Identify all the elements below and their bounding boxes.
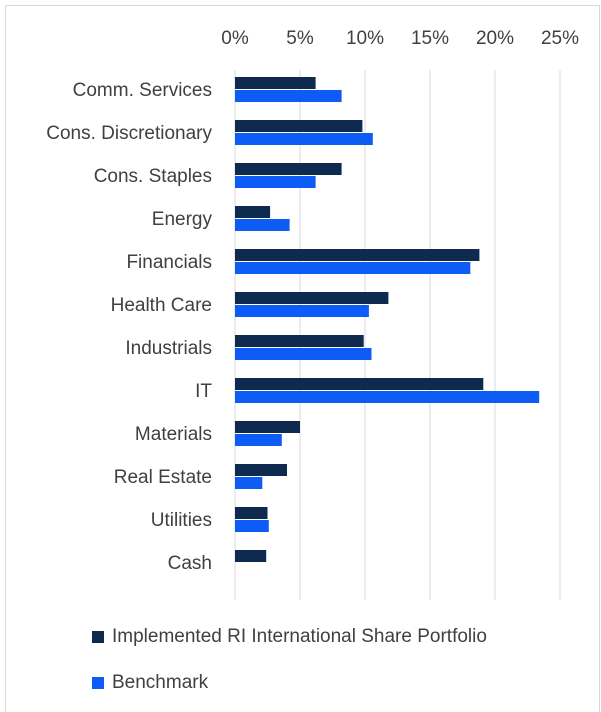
bar (235, 550, 267, 562)
bar (235, 249, 480, 261)
legend-swatch (92, 677, 104, 689)
bar (235, 335, 364, 347)
y-tick-label: Health Care (111, 295, 212, 316)
bar (235, 348, 372, 360)
bar (235, 421, 300, 433)
y-tick-label: Real Estate (114, 467, 212, 488)
legend-label: Implemented RI International Share Portf… (112, 626, 487, 647)
x-tick-label: 0% (221, 28, 249, 49)
bar (235, 464, 287, 476)
y-tick-label: Materials (135, 424, 212, 445)
bar (235, 292, 389, 304)
bar (235, 133, 373, 145)
y-tick-label: Cons. Discretionary (46, 123, 212, 144)
y-tick-label: Financials (126, 252, 212, 273)
bar (235, 77, 316, 89)
y-tick-label: Comm. Services (73, 80, 212, 101)
x-tick-label: 20% (476, 28, 514, 49)
x-tick-label: 25% (541, 28, 579, 49)
x-tick-label: 5% (286, 28, 314, 49)
bar (235, 262, 471, 274)
bar (235, 391, 540, 403)
x-tick-label: 10% (346, 28, 384, 49)
y-tick-label: Energy (152, 209, 213, 230)
bar (235, 477, 263, 489)
bar (235, 120, 363, 132)
bar (235, 434, 282, 446)
bar (235, 507, 268, 519)
legend-swatch (92, 631, 104, 643)
y-tick-label: Cash (168, 553, 212, 574)
bar (235, 90, 342, 102)
y-tick-label: Utilities (151, 510, 212, 531)
y-tick-label: IT (195, 381, 212, 402)
x-tick-label: 15% (411, 28, 449, 49)
y-tick-label: Cons. Staples (94, 166, 212, 187)
bar (235, 520, 269, 532)
bar (235, 378, 484, 390)
bar (235, 163, 342, 175)
legend-label: Benchmark (112, 672, 209, 693)
chart-frame (5, 5, 600, 712)
y-tick-label: Industrials (125, 338, 212, 359)
bar (235, 305, 369, 317)
bar (235, 176, 316, 188)
bar (235, 219, 290, 231)
bar (235, 206, 271, 218)
